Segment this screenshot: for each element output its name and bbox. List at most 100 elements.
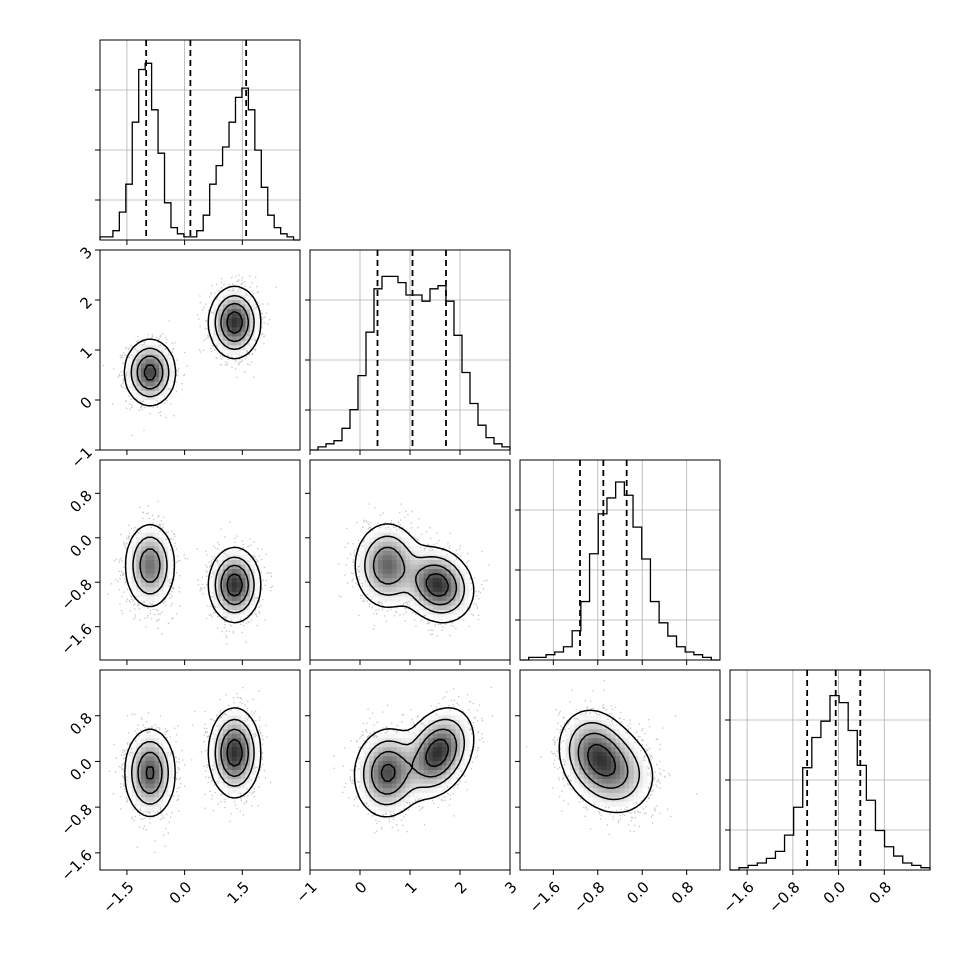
panel-3-0-density-cell [168,783,174,789]
panel-3-2-density-cell [601,715,607,721]
panel-2-0-density-cell [218,591,224,597]
panel-2-0-density-cell [240,610,246,615]
panel-2-0-density-cell [159,578,164,584]
hist-panel-2 [515,459,721,661]
panel-3-1-density-cell [400,760,406,766]
panel-3-0-density-cell [218,783,224,789]
panel-2-0-density-cell [218,596,224,602]
panel-1-0-density-cell [154,377,160,383]
panel-3-1-density-cell [423,742,429,748]
panel-2-0-density-cell [136,569,142,574]
panel-2-1-density-cell [410,569,415,574]
panel-3-1-density-cell [428,738,434,744]
panel-3-1-density-cell [360,765,365,771]
panel-3-1-density-cell [460,756,465,762]
panel-3-0-density-cell [136,797,142,803]
panel-3-1-density-cell [364,779,370,784]
panel-3-2-density-cell [579,788,584,794]
panel-3-1-density-cell [437,756,443,762]
panel-3-0-density-cell [218,760,224,766]
panel-3-0-density-cell [240,742,246,748]
panel-3-0-density-cell [145,783,151,789]
panel-3-1-density-cell [450,765,456,771]
panel-1-0-density-cell [136,354,142,360]
panel-3-2-density-cell [597,720,603,725]
panel-2-0-density-cell [150,541,155,547]
panel-3-0-density-cell [140,760,146,766]
panel-1-0-contour-2 [136,302,250,390]
panel-2-0-density-cell [250,582,255,588]
panel-2-0-density-cell [150,555,155,561]
panel-2-1-density-cell [428,587,434,593]
panel-2-0-density-cell [145,578,151,584]
panel-3-1-density-cell [460,765,465,771]
panel-3-0-density-cell [140,742,146,748]
panel-3-0-density-cell [154,806,160,812]
panel-3-1-density-cell [423,724,429,730]
panel-3-0-density-cell [254,756,260,762]
panel-2-1-density-cell [387,573,393,579]
panel-2-1-density-cell [387,600,393,606]
panel-2-0-density-cell [159,546,164,552]
panel-3-1-density-cell [450,724,456,730]
panel-2-1-density-cell [396,587,402,593]
panel-2-1-density-cell [423,600,429,606]
panel-3-1-density-cell [423,729,429,734]
panel-3-1-density-cell [387,747,393,753]
panel-3-1-density-cell [437,738,443,744]
panel-2-0-density-cell [227,550,233,556]
panel-3-2-density-cell [633,770,639,775]
panel-2-0-density-cell [131,541,137,547]
panel-3-2-density-cell [606,770,612,775]
panel-3-2-content [525,679,698,836]
panel-1-0-density-cell [145,354,151,360]
panel-2-1-density-cell [428,564,434,570]
panel-3-0-density-cell [163,788,169,794]
panel-3-1-density-cell [369,760,374,766]
panel-2-1-density-cell [387,596,393,602]
panel-2-0-density-cell [168,555,174,561]
panel-3-1-density-cell [364,760,370,766]
panel-3-1-density-cell [369,801,374,807]
panel-2-0-density-cell [136,550,142,556]
panel-2-1-density-cell [414,605,420,611]
panel-3-2-density-cell [624,779,630,784]
panel-3-1-density-cell [410,792,415,798]
panel-3-1-density-cell [414,733,420,739]
panel-3-1-density-cell [410,770,415,775]
panel-2-1-density-cell [391,587,397,593]
panel-2-0-density-cell [227,605,233,611]
panel-1-0-density-cell [136,372,142,378]
panel-3-2-density-cell [620,797,625,803]
panel-3-0-density-cell [250,724,255,730]
panel-3-1-density-cell [423,788,429,794]
panel-3-1-density-cell [450,779,456,784]
panel-2-1-density-cell [391,550,397,556]
panel-3-0-density-cell [254,742,260,748]
panel-3-1-density-cell [387,756,393,762]
panel-1-0-density-cell [254,331,260,337]
panel-3-1-density-cell [450,774,456,780]
panel-3-1-density-cell [432,715,438,721]
panel-3-0-density-cell [222,783,228,789]
panel-3-2-density-cell [579,724,584,730]
panel-3-1-density-cell [360,751,365,757]
panel-3-2-density-cell [633,779,639,784]
panel-2-1-density-cell [410,600,415,606]
panel-1-0-density-cell [131,386,137,392]
panel-3-0-density-cell [150,738,155,744]
panel-2-1-density-cell [441,573,447,579]
panel-3-2-density-cell [620,770,625,775]
panel-3-1-density-cell [423,720,429,725]
panel-3-0-density-cell [227,765,233,771]
panel-3-2-density-cell [592,783,598,789]
panel-1-0-density-cell [136,386,142,392]
panel-3-0-density-cell [150,751,155,757]
panel-3-0-density-cell [168,770,174,775]
panel-2-0-density-cell [154,569,160,574]
panel-2-0-density-cell [159,564,164,570]
panel-3-0-density-cell [236,715,242,721]
panel-3-2-density-cell [638,792,644,798]
panel-2-1-density-cell [455,596,461,602]
